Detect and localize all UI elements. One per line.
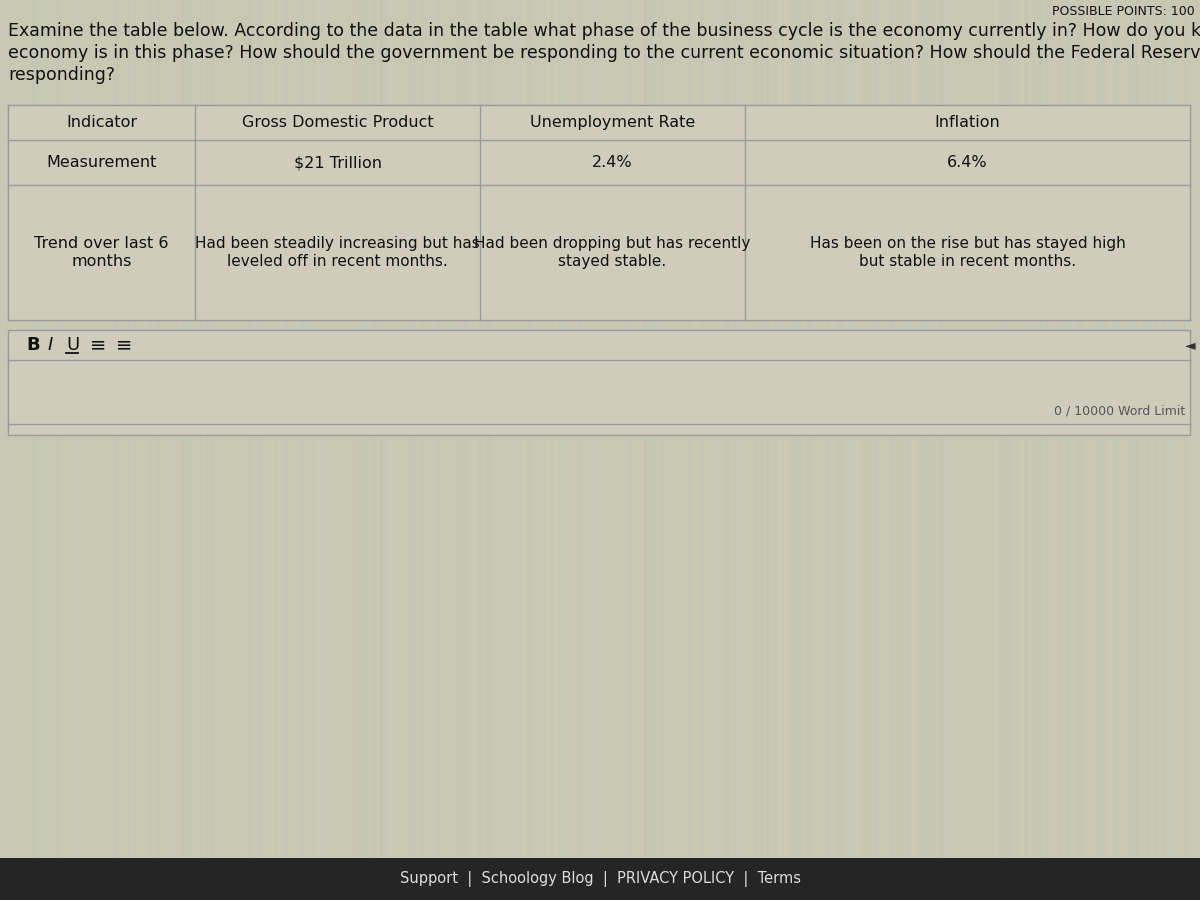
Text: economy is in this phase? How should the government be responding to the current: economy is in this phase? How should the…: [8, 44, 1200, 62]
Text: ≡: ≡: [116, 336, 132, 355]
Text: 2.4%: 2.4%: [592, 155, 632, 170]
Text: 0 / 10000 Word Limit: 0 / 10000 Word Limit: [1054, 405, 1186, 418]
Bar: [8, 330, 1190, 435]
Bar: [0, 858, 1200, 900]
Text: I: I: [48, 336, 53, 354]
Text: Unemployment Rate: Unemployment Rate: [530, 115, 695, 130]
Text: $21 Trillion: $21 Trillion: [294, 155, 382, 170]
Text: Support  |  Schoology Blog  |  PRIVACY POLICY  |  Terms: Support | Schoology Blog | PRIVACY POLIC…: [400, 871, 800, 887]
Text: Measurement: Measurement: [47, 155, 157, 170]
Text: U: U: [66, 336, 79, 354]
Text: B: B: [26, 336, 40, 354]
Text: Trend over last 6
months: Trend over last 6 months: [35, 237, 169, 269]
Text: Examine the table below. According to the data in the table what phase of the bu: Examine the table below. According to th…: [8, 22, 1200, 40]
Text: Indicator: Indicator: [66, 115, 137, 130]
Text: responding?: responding?: [8, 66, 115, 84]
Text: ◄: ◄: [1186, 338, 1196, 352]
Text: ≡: ≡: [90, 336, 107, 355]
Text: Had been steadily increasing but has
leveled off in recent months.: Had been steadily increasing but has lev…: [196, 237, 480, 269]
Text: Has been on the rise but has stayed high
but stable in recent months.: Has been on the rise but has stayed high…: [810, 237, 1126, 269]
Text: 6.4%: 6.4%: [947, 155, 988, 170]
Bar: [8, 105, 1190, 320]
Text: Gross Domestic Product: Gross Domestic Product: [241, 115, 433, 130]
Text: POSSIBLE POINTS: 100: POSSIBLE POINTS: 100: [1052, 5, 1195, 18]
Text: Inflation: Inflation: [935, 115, 1001, 130]
Text: Had been dropping but has recently
stayed stable.: Had been dropping but has recently staye…: [474, 237, 751, 269]
